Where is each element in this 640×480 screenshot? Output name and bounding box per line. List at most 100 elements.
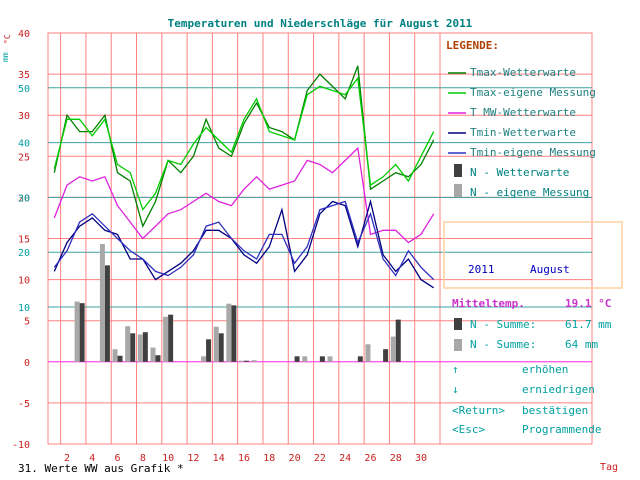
precip-bar (365, 344, 371, 362)
legend-label: N - eigene Messung (470, 186, 589, 199)
precip-tick: 10 (18, 303, 30, 314)
key-row-esc[interactable]: <Esc> Programmende (452, 423, 601, 436)
precip-bar (150, 347, 156, 362)
precip-tick: 40 (18, 139, 30, 150)
temp-tick: -10 (12, 440, 30, 451)
precip-bar (390, 336, 396, 362)
legend-label: Tmin-eigene Messung (470, 146, 596, 159)
sum-swatch-own (454, 339, 462, 351)
series-line (53, 146, 435, 244)
temp-tick: 15 (18, 235, 30, 246)
key-esc: <Esc> (452, 423, 485, 436)
legend-swatch (454, 164, 462, 177)
precip-bar (357, 356, 363, 362)
precip-bar (302, 356, 308, 362)
precip-bar (226, 303, 232, 362)
series-line (53, 65, 435, 228)
key-action-up: erhöhen (522, 363, 568, 376)
period-box (443, 221, 623, 289)
legend-label: Tmax-eigene Messung (470, 86, 596, 99)
legend-swatch (454, 184, 462, 197)
legend-label: Tmin-Wetterwarte (470, 126, 576, 139)
footer-status: 31. Werte WW aus Grafik * (18, 462, 184, 475)
x-tick: 2 (64, 453, 70, 464)
unit-celsius: °C (3, 34, 12, 44)
key-action-down: erniedrigen (522, 383, 595, 396)
temp-lines (53, 65, 435, 289)
precip-bar (112, 349, 118, 362)
period-year: 2011 (468, 263, 495, 276)
precip-bar (130, 333, 136, 362)
x-tick: 4 (89, 453, 95, 464)
x-tick: 14 (213, 453, 225, 464)
precip-bar (163, 316, 169, 362)
precip-bars (74, 243, 401, 362)
x-tick: 6 (115, 453, 121, 464)
mean-label: Mitteltemp. (452, 297, 525, 310)
precip-bar (319, 356, 325, 362)
temp-tick: -5 (18, 399, 30, 410)
period-month: August (530, 263, 570, 276)
mean-value: 19.1 °C (565, 297, 611, 310)
precip-bar (117, 355, 123, 362)
sum-value-ww: 61.7 mm (565, 318, 612, 331)
key-row-return[interactable]: <Return> bestätigen (452, 404, 588, 417)
legend-label: N - Wetterwarte (470, 166, 569, 179)
temp-tick: 10 (18, 276, 30, 287)
sum-label-own: N - Summe: (470, 338, 536, 351)
key-action-return: bestätigen (522, 404, 588, 417)
precip-bar (218, 333, 224, 362)
precip-bar (74, 301, 80, 362)
x-tick: 30 (415, 453, 427, 464)
x-tick: 24 (339, 453, 351, 464)
x-tick: 18 (263, 453, 275, 464)
key-row-up[interactable]: ↑ erhöhen (452, 363, 568, 376)
temp-tick: 20 (18, 193, 30, 204)
sum-label-ww: N - Summe: (470, 318, 536, 331)
precip-bar (104, 265, 110, 362)
x-axis-label: Tag (600, 462, 618, 473)
series-line (53, 198, 435, 289)
series-line (53, 76, 435, 212)
x-tick: 20 (289, 453, 301, 464)
precip-bar (206, 339, 212, 362)
precip-bar (201, 356, 207, 362)
precip-bar (79, 303, 85, 362)
precip-tick: 20 (18, 248, 30, 259)
x-tick: 10 (162, 453, 174, 464)
precip-bar (244, 360, 249, 362)
precip-tick: 30 (18, 193, 30, 204)
x-tick: 28 (390, 453, 402, 464)
precip-bar (155, 355, 161, 362)
precip-bar (395, 319, 401, 362)
precip-bar (231, 305, 237, 362)
precip-tick: 50 (18, 84, 30, 95)
precip-bar (99, 243, 105, 362)
plot-grid (47, 32, 593, 445)
temp-tick: 25 (18, 152, 30, 163)
sum-swatch-ww (454, 318, 462, 330)
precip-bar (251, 360, 257, 362)
arrow-up-icon: ↑ (452, 363, 459, 376)
x-tick: 26 (364, 453, 376, 464)
precip-bar (142, 332, 148, 362)
precip-bar (125, 326, 131, 362)
precip-bar (383, 349, 389, 362)
legend-items: Tmax-Wetterwarte Tmax-eigene Messung T MW-… (448, 66, 596, 199)
x-tick: 16 (238, 453, 250, 464)
key-action-esc: Programmende (522, 423, 601, 436)
precip-bar (168, 314, 174, 362)
precip-bar (294, 356, 300, 362)
precip-bar (213, 326, 219, 362)
precip-bar (327, 356, 333, 362)
legend-label: Tmax-Wetterwarte (470, 66, 576, 79)
x-tick: 8 (140, 453, 146, 464)
precip-bar (239, 360, 244, 362)
key-row-down[interactable]: ↓ erniedrigen (452, 383, 595, 396)
temp-tick: 30 (18, 111, 30, 122)
legend-heading: LEGENDE: (446, 39, 499, 52)
temp-tick: 5 (24, 317, 30, 328)
x-tick: 22 (314, 453, 326, 464)
